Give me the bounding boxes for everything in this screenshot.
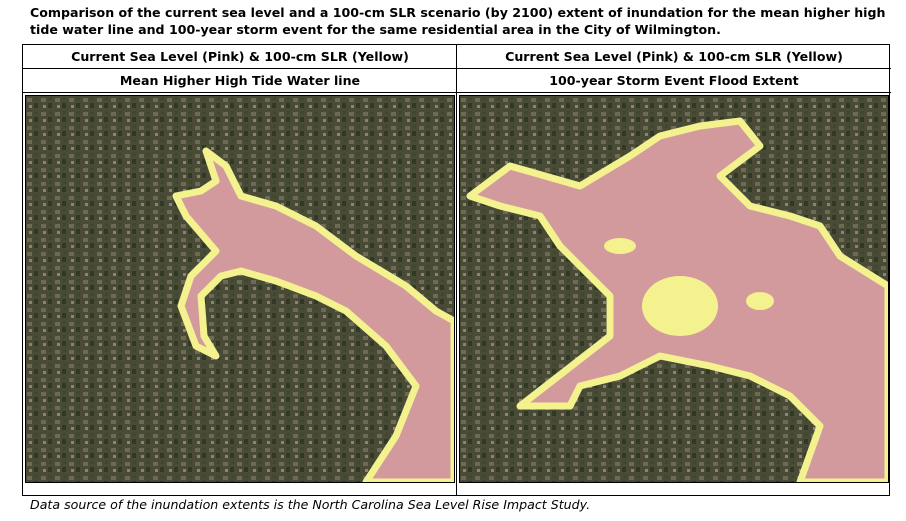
panel-subheading: 100-year Storm Event Flood Extent (457, 69, 891, 93)
panel: Current Sea Level (Pink) & 100-cm SLR (Y… (23, 45, 457, 495)
map-image (459, 95, 889, 483)
panel: Current Sea Level (Pink) & 100-cm SLR (Y… (456, 45, 891, 495)
figure-table: Current Sea Level (Pink) & 100-cm SLR (Y… (22, 44, 891, 496)
panel-heading: Current Sea Level (Pink) & 100-cm SLR (Y… (457, 45, 891, 69)
panel-subheading: Mean Higher High Tide Water line (23, 69, 457, 93)
panel-heading: Current Sea Level (Pink) & 100-cm SLR (Y… (23, 45, 457, 69)
map-image (25, 95, 455, 483)
title: Comparison of the current sea level and … (30, 4, 885, 38)
caption: Data source of the inundation extents is… (30, 497, 591, 512)
title-line: tide water line and 100-year storm event… (30, 22, 721, 37)
title-line: Comparison of the current sea level and … (30, 5, 886, 20)
